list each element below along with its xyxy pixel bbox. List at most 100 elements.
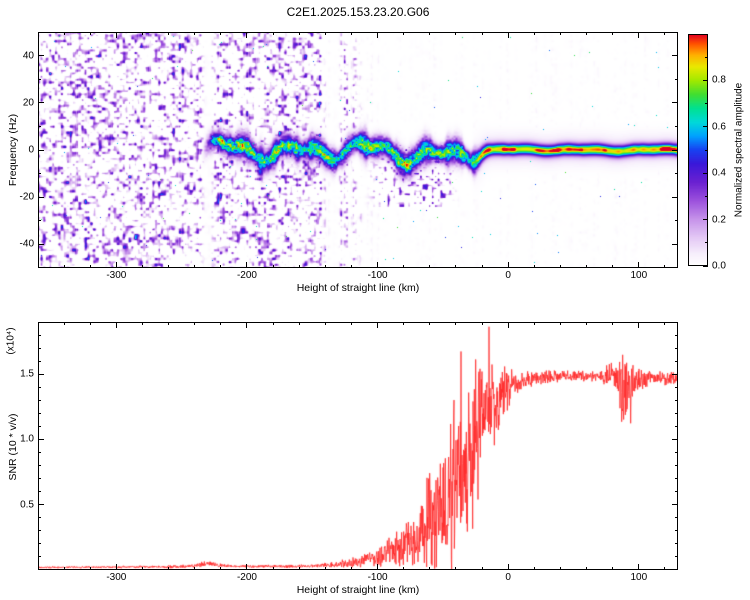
axis-tick: [377, 262, 379, 268]
x-tick-label: -200: [236, 572, 257, 583]
axis-tick: [612, 32, 614, 35]
colorbar-label: Normalized spectral amplitude: [733, 82, 745, 218]
x-tick-label: -300: [106, 572, 127, 583]
axis-tick: [115, 564, 117, 570]
spectrogram-image: [38, 32, 678, 268]
axis-tick: [272, 265, 274, 268]
axis-tick: [38, 55, 44, 57]
axis-tick: [586, 32, 588, 35]
spectrogram-x-axis-label: Height of straight line (km): [296, 282, 420, 294]
axis-tick: [675, 125, 678, 127]
axis-tick: [246, 564, 248, 570]
axis-tick: [507, 564, 509, 570]
axis-tick: [455, 32, 457, 35]
snr-y-axis-label: SNR (10 * v/v): [7, 413, 19, 481]
axis-tick: [672, 438, 678, 440]
axis-tick: [38, 438, 44, 440]
axis-tick: [429, 32, 431, 35]
axis-tick: [675, 425, 678, 427]
y-tick-label: 20: [22, 97, 34, 109]
axis-tick: [168, 322, 170, 325]
axis-tick: [705, 103, 708, 105]
axis-tick: [481, 265, 483, 268]
axis-tick: [298, 567, 300, 570]
axis-tick: [664, 322, 666, 325]
axis-tick: [377, 32, 379, 38]
axis-tick: [675, 334, 678, 336]
axis-tick: [194, 265, 196, 268]
axis-tick: [586, 265, 588, 268]
axis-tick: [324, 32, 326, 35]
axis-tick: [168, 32, 170, 35]
figure-title: C2E1.2025.153.23.20.G06: [286, 5, 430, 19]
x-tick-label: 0: [505, 270, 511, 281]
axis-tick: [705, 242, 708, 244]
y-tick-label: 1.5: [20, 368, 34, 380]
axis-tick: [675, 452, 678, 454]
axis-tick: [403, 322, 405, 325]
axis-tick: [612, 567, 614, 570]
axis-tick: [675, 399, 678, 401]
axis-tick: [377, 322, 379, 328]
axis-tick: [220, 265, 222, 268]
axis-tick: [612, 322, 614, 325]
axis-tick: [481, 32, 483, 35]
axis-tick: [672, 149, 678, 151]
axis-tick: [675, 543, 678, 545]
axis-tick: [350, 567, 352, 570]
axis-tick: [298, 322, 300, 325]
axis-tick: [38, 149, 44, 151]
axis-tick: [38, 425, 41, 427]
axis-tick: [38, 530, 41, 532]
x-tick-label: -100: [367, 270, 388, 281]
axis-tick: [194, 32, 196, 35]
x-tick-label: 100: [630, 572, 648, 583]
axis-tick: [38, 334, 41, 336]
axis-tick: [559, 567, 561, 570]
axis-tick: [63, 265, 65, 268]
axis-tick: [672, 55, 678, 57]
axis-tick: [38, 556, 41, 558]
axis-tick: [672, 102, 678, 104]
axis-tick: [675, 220, 678, 222]
snr-plot-image: [38, 322, 678, 570]
axis-tick: [675, 412, 678, 414]
axis-tick: [429, 265, 431, 268]
axis-tick: [38, 243, 44, 245]
axis-tick: [675, 465, 678, 467]
axis-tick: [38, 478, 41, 480]
axis-tick: [38, 102, 44, 104]
axis-tick: [89, 567, 91, 570]
axis-tick: [638, 262, 640, 268]
axis-tick: [38, 196, 44, 198]
colorbar-tick-label: 0.0: [712, 260, 726, 272]
axis-tick: [672, 373, 678, 375]
axis-tick: [481, 322, 483, 325]
axis-tick: [272, 567, 274, 570]
axis-tick: [559, 265, 561, 268]
axis-tick: [703, 219, 708, 221]
x-tick-label: -100: [367, 572, 388, 583]
axis-tick: [705, 149, 708, 151]
axis-tick: [350, 322, 352, 325]
axis-tick: [89, 265, 91, 268]
axis-tick: [298, 32, 300, 35]
x-tick-label: -300: [106, 270, 127, 281]
axis-tick: [324, 265, 326, 268]
axis-tick: [672, 243, 678, 245]
axis-tick: [638, 32, 640, 38]
axis-tick: [38, 125, 41, 127]
axis-tick: [115, 32, 117, 38]
axis-tick: [403, 32, 405, 35]
axis-tick: [194, 567, 196, 570]
axis-tick: [455, 265, 457, 268]
axis-tick: [38, 360, 41, 362]
axis-tick: [63, 322, 65, 325]
axis-tick: [38, 465, 41, 467]
axis-tick: [703, 126, 708, 128]
y-tick-label: 40: [22, 50, 34, 62]
axis-tick: [194, 322, 196, 325]
axis-tick: [38, 452, 41, 454]
axis-tick: [246, 262, 248, 268]
